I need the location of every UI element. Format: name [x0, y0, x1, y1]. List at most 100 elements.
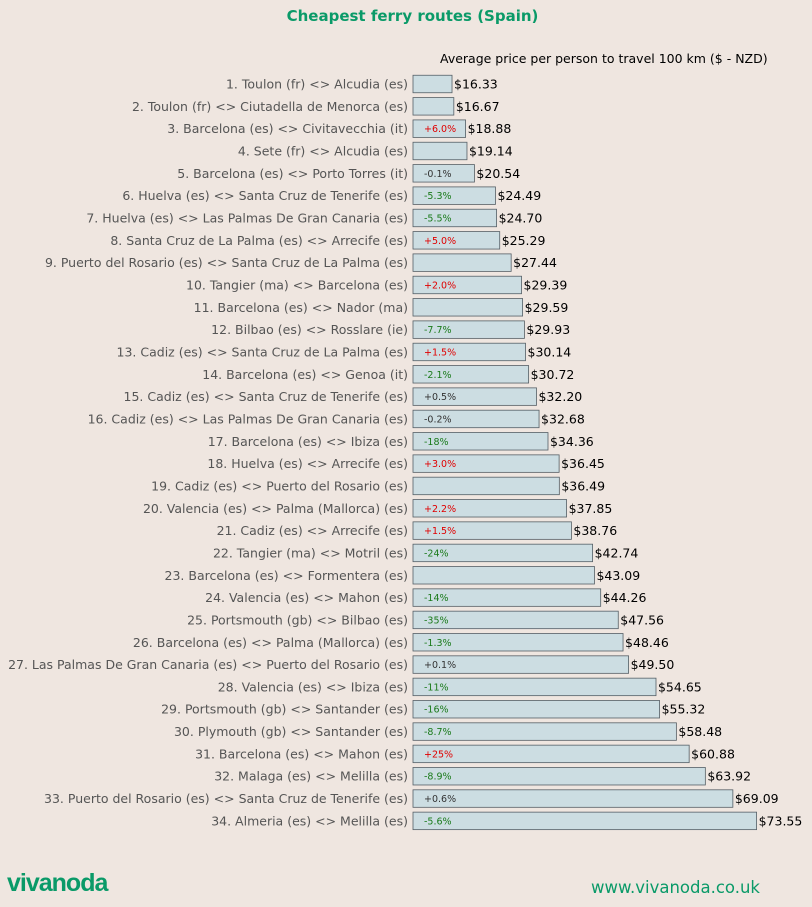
price-label: $42.74	[595, 545, 639, 560]
route-bar	[412, 543, 594, 563]
price-label: $24.70	[499, 210, 543, 225]
route-bar	[412, 588, 602, 607]
price-label: $48.46	[625, 635, 669, 650]
price-label: $19.14	[469, 143, 513, 158]
price-change-label: -24%	[424, 548, 449, 559]
route-label: 24. Valencia (es) <> Mahon (es)	[205, 590, 408, 605]
price-change-label: +2.0%	[424, 280, 456, 291]
route-label: 9. Puerto del Rosario (es) <> Santa Cruz…	[45, 255, 408, 270]
footer-url-link[interactable]: www.vivanoda.co.uk	[591, 878, 760, 897]
price-change-label: +1.5%	[424, 526, 456, 537]
route-label: 30. Plymouth (gb) <> Santander (es)	[174, 724, 408, 739]
price-change-label: +25%	[424, 749, 453, 760]
price-change-label: -1.3%	[424, 638, 452, 649]
route-bar	[412, 231, 501, 250]
vivanoda-logo[interactable]: vivanoda	[7, 869, 108, 897]
route-label: 29. Portsmouth (gb) <> Santander (es)	[161, 702, 408, 717]
route-bar	[412, 476, 560, 496]
route-label: 12. Bilbao (es) <> Rosslare (ie)	[211, 322, 408, 337]
route-bar	[412, 74, 453, 94]
route-label: 7. Huelva (es) <> Las Palmas De Gran Can…	[86, 210, 408, 225]
route-label: 34. Almeria (es) <> Melilla (es)	[211, 813, 408, 828]
route-label: 32. Malaga (es) <> Melilla (es)	[214, 769, 408, 784]
price-label: $55.32	[662, 702, 706, 717]
price-label: $30.14	[528, 344, 572, 359]
route-label: 6. Huelva (es) <> Santa Cruz de Tenerife…	[122, 188, 408, 203]
route-label: 22. Tangier (ma) <> Motril (es)	[213, 545, 408, 560]
price-label: $44.26	[603, 590, 647, 605]
route-label: 23. Barcelona (es) <> Formentera (es)	[165, 568, 408, 583]
price-label: $18.88	[468, 121, 512, 136]
route-label: 25. Portsmouth (gb) <> Bilbao (es)	[187, 612, 408, 627]
route-label: 26. Barcelona (es) <> Palma (Mallorca) (…	[133, 635, 408, 650]
route-bar	[412, 186, 496, 205]
price-label: $47.56	[620, 612, 664, 627]
price-change-label: +2.2%	[424, 504, 456, 515]
route-label: 5. Barcelona (es) <> Porto Torres (it)	[177, 166, 408, 181]
route-bar	[412, 655, 629, 674]
price-change-label: +0.6%	[424, 794, 456, 805]
price-label: $29.93	[526, 322, 570, 337]
route-label: 11. Barcelona (es) <> Nador (ma)	[194, 300, 408, 315]
price-change-label: -8.7%	[424, 727, 452, 738]
price-change-label: +3.0%	[424, 459, 456, 470]
route-label: 19. Cadiz (es) <> Puerto del Rosario (es…	[151, 478, 408, 493]
route-bar	[412, 387, 537, 406]
route-bar	[412, 275, 522, 295]
price-label: $24.49	[497, 188, 541, 203]
price-label: $36.49	[561, 478, 605, 493]
price-label: $27.44	[513, 255, 557, 270]
price-change-label: +1.5%	[424, 347, 456, 358]
route-label: 21. Cadiz (es) <> Arrecife (es)	[217, 523, 408, 538]
price-change-label: -14%	[424, 593, 449, 604]
price-label: $32.68	[541, 411, 585, 426]
route-bar	[412, 432, 549, 451]
route-label: 31. Barcelona (es) <> Mahon (es)	[195, 746, 408, 761]
route-bar	[412, 320, 525, 339]
price-label: $54.65	[658, 679, 702, 694]
route-label: 13. Cadiz (es) <> Santa Cruz de La Palma…	[117, 344, 408, 359]
price-change-label: +5.0%	[424, 236, 456, 247]
route-bar	[412, 454, 560, 473]
route-label: 27. Las Palmas De Gran Canaria (es) <> P…	[8, 657, 408, 672]
price-label: $37.85	[569, 501, 613, 516]
route-bar	[412, 298, 524, 317]
route-bar	[412, 700, 660, 719]
price-change-label: -2.1%	[424, 370, 452, 381]
price-change-label: +0.1%	[424, 660, 456, 671]
price-label: $16.33	[454, 77, 498, 92]
route-label: 1. Toulon (fr) <> Alcudia (es)	[226, 77, 408, 92]
price-label: $20.54	[476, 166, 520, 181]
route-bar	[412, 365, 530, 384]
price-label: $38.76	[573, 523, 617, 538]
route-bar	[412, 141, 468, 161]
price-change-label: -5.5%	[424, 213, 452, 224]
route-bar	[412, 521, 572, 540]
route-label: 18. Huelva (es) <> Arrecife (es)	[207, 456, 408, 471]
route-label: 2. Toulon (fr) <> Ciutadella de Menorca …	[132, 99, 408, 114]
route-bar	[412, 208, 497, 228]
route-bar	[412, 811, 758, 831]
route-label: 20. Valencia (es) <> Palma (Mallorca) (e…	[143, 501, 408, 516]
price-change-label: -0.2%	[424, 414, 452, 425]
price-change-label: -11%	[424, 682, 449, 693]
price-change-label: -8.9%	[424, 772, 452, 783]
price-label: $32.20	[538, 389, 582, 404]
route-bar	[412, 677, 657, 697]
price-label: $16.67	[456, 99, 500, 114]
route-label: 4. Sete (fr) <> Alcudia (es)	[238, 143, 408, 158]
route-bar	[412, 253, 512, 272]
route-bar	[412, 789, 734, 808]
price-change-label: +0.5%	[424, 392, 456, 403]
price-label: $36.45	[561, 456, 605, 471]
price-change-label: -5.3%	[424, 191, 452, 202]
route-label: 3. Barcelona (es) <> Civitavecchia (it)	[167, 121, 408, 136]
price-change-label: +6.0%	[424, 124, 456, 135]
price-change-label: -5.6%	[424, 816, 452, 827]
price-label: $34.36	[550, 434, 594, 449]
price-change-label: -35%	[424, 615, 449, 626]
price-label: $49.50	[631, 657, 675, 672]
route-bar	[412, 744, 690, 764]
price-label: $30.72	[531, 367, 575, 382]
price-label: $73.55	[759, 813, 803, 828]
